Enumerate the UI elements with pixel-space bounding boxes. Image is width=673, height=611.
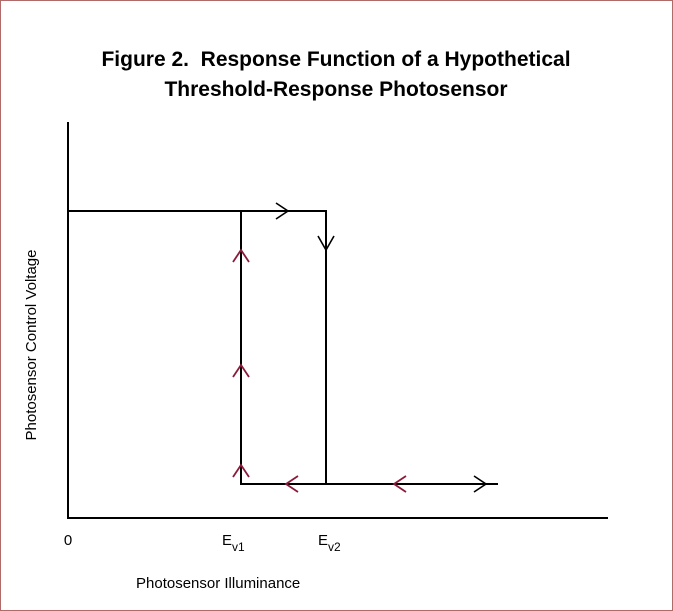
tick-subscript: v2 — [328, 540, 341, 554]
response-curve — [68, 210, 498, 485]
x-axis-label: Photosensor Illuminance — [136, 575, 300, 592]
title-line: Figure 2. Response Function of a Hypothe… — [101, 48, 570, 71]
x-tick-label: 0 — [64, 532, 72, 549]
y-axis-label: Photosensor Control Voltage — [23, 250, 40, 441]
black-arrows — [275, 202, 488, 493]
tick-main: E — [222, 532, 232, 549]
red-arrows — [232, 248, 407, 493]
axes — [67, 122, 608, 519]
tick-main: E — [318, 532, 328, 549]
x-tick-label: Ev1 — [222, 532, 245, 554]
title-line: Threshold-Response Photosensor — [164, 78, 507, 101]
x-tick-label: Ev2 — [318, 532, 341, 554]
tick-subscript: v1 — [232, 540, 245, 554]
